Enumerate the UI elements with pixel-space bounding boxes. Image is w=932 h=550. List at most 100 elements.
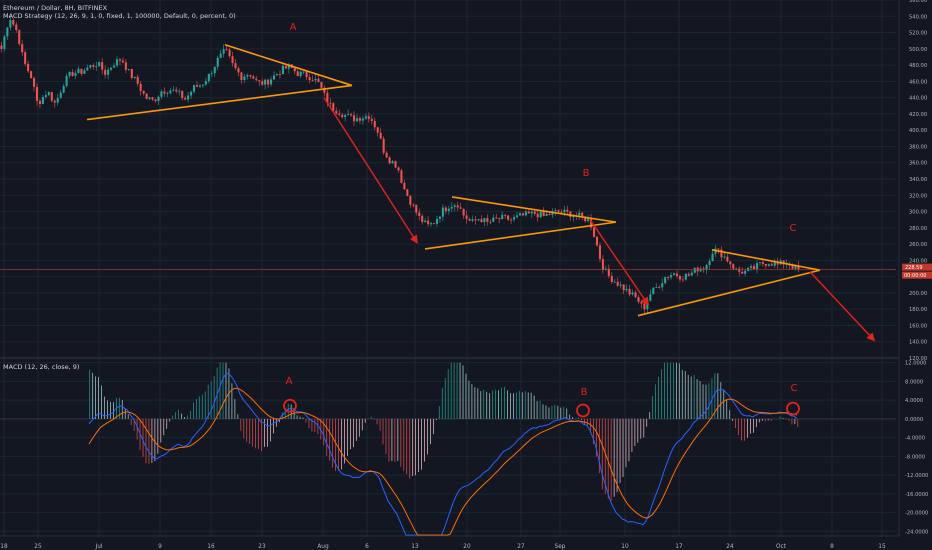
x-tick-label: 18 (0, 544, 8, 550)
candle-body (172, 89, 175, 91)
candle-body (403, 182, 406, 190)
candle-body (738, 268, 741, 272)
candle-body (729, 261, 732, 265)
candle-body (563, 209, 566, 213)
candle-body (190, 91, 193, 96)
candle-body (178, 90, 181, 92)
candle-body (693, 267, 696, 273)
candle-body (101, 62, 104, 70)
candle-body (643, 303, 646, 310)
candle-body (89, 65, 92, 68)
price-tick-label: 340.00 (909, 177, 927, 183)
candle-body (50, 92, 53, 101)
macd-tick-label: 0.0000 (905, 417, 923, 423)
pattern-label-A: A (290, 22, 297, 33)
triangle-lower-C (637, 269, 821, 317)
candle-body (424, 220, 427, 223)
candle-body (675, 273, 679, 277)
candle-body (341, 114, 344, 118)
candle-body (169, 90, 172, 94)
candle-body (610, 276, 613, 282)
candle-body (267, 79, 270, 85)
x-tick-label: 17 (675, 544, 683, 550)
candle-body (24, 52, 27, 64)
macd-tick-label: -8.0000 (905, 454, 925, 460)
candle-body (320, 82, 323, 88)
candle-body (581, 212, 584, 217)
candle-body (554, 210, 557, 212)
candle-body (3, 36, 6, 49)
macd-tick-label: -4.0000 (905, 436, 925, 442)
price-tick-label: 260.00 (909, 242, 927, 248)
strategy-legend[interactable]: MACD Strategy (12, 26, 9, 1, 0, fixed, 1… (3, 12, 236, 20)
candle-body (542, 211, 545, 216)
candle-body (151, 97, 154, 100)
triangle-lower-A (86, 84, 353, 121)
macd-tick-label: 12.0000 (905, 361, 926, 367)
candle-body (640, 301, 643, 304)
crossover-circle (283, 398, 297, 413)
trend-arrow (809, 271, 876, 342)
candle-body (195, 85, 199, 87)
candle-body (133, 76, 136, 79)
macd-legend[interactable]: MACD (12, 26, close, 9) (3, 363, 80, 371)
pattern-label-B: B (583, 168, 590, 179)
crossover-circle (786, 401, 800, 416)
candle-body (344, 115, 347, 118)
candle-body (388, 157, 391, 164)
candle-body (293, 68, 296, 72)
triangle-lower-B (424, 221, 617, 250)
candle-body (326, 92, 329, 103)
macd-tick-label: -12.0000 (905, 473, 928, 479)
candle-body (305, 71, 308, 78)
candle-body (71, 72, 74, 76)
symbol-title[interactable]: Ethereum / Dollar, 8H, BITFINEX (3, 4, 108, 12)
candle-body (735, 268, 738, 270)
candle-body (415, 204, 418, 213)
candle-body (95, 66, 98, 68)
price-tick-label: 300.00 (909, 210, 927, 216)
candle-body (181, 90, 184, 98)
price-tick-label: 200.00 (909, 291, 927, 297)
candle-body (115, 59, 119, 66)
candle-body (634, 292, 637, 298)
candle-body (747, 267, 750, 271)
candle-body (210, 73, 213, 75)
candle-body (112, 65, 116, 68)
price-tick-label: 180.00 (909, 307, 927, 313)
candle-body (296, 71, 299, 77)
grid-lines (0, 0, 932, 536)
price-tick-label: 440.00 (909, 96, 927, 102)
x-tick-label: 20 (463, 544, 471, 550)
price-tick-label: 560.00 (909, 0, 927, 4)
candle-body (441, 207, 444, 217)
candle-body (732, 264, 735, 269)
candle-body (590, 218, 593, 228)
candle-body (510, 219, 513, 221)
x-tick-label: 16 (207, 544, 215, 550)
candle-body (687, 273, 690, 276)
candle-body (465, 215, 468, 219)
candle-body (613, 281, 616, 283)
candle-body (118, 59, 121, 61)
candle-body (607, 268, 610, 277)
price-tick-label: 540.00 (909, 14, 927, 20)
candle-body (154, 99, 157, 102)
candle-body (302, 71, 305, 73)
candle-body (432, 223, 436, 225)
price-tick-label: 360.00 (909, 161, 927, 167)
candle-body (62, 86, 65, 93)
candle-body (619, 284, 622, 286)
candle-body (35, 86, 39, 102)
x-tick-label: 24 (726, 544, 734, 550)
candle-body (145, 93, 148, 99)
candle-body (421, 215, 424, 223)
candle-body (373, 120, 376, 128)
candle-body (486, 218, 489, 222)
candle-body (664, 277, 667, 284)
candle-body (68, 72, 71, 76)
macd-tick-label: -24.0000 (905, 529, 928, 535)
candle-body (157, 96, 160, 102)
candle-body (418, 212, 421, 216)
